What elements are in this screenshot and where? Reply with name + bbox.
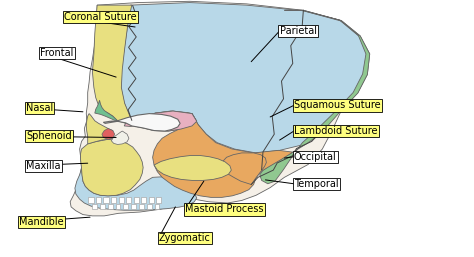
- Polygon shape: [75, 168, 197, 210]
- FancyBboxPatch shape: [131, 204, 136, 209]
- Polygon shape: [102, 128, 115, 139]
- Text: Coronal Suture: Coronal Suture: [64, 12, 137, 22]
- FancyBboxPatch shape: [139, 204, 144, 209]
- Text: Frontal: Frontal: [40, 48, 73, 58]
- FancyBboxPatch shape: [96, 197, 101, 203]
- FancyBboxPatch shape: [149, 197, 154, 203]
- FancyBboxPatch shape: [126, 197, 131, 203]
- Polygon shape: [95, 100, 118, 121]
- FancyBboxPatch shape: [123, 204, 128, 209]
- Polygon shape: [153, 114, 293, 197]
- Text: Occipital: Occipital: [294, 152, 337, 162]
- Polygon shape: [81, 139, 143, 196]
- FancyBboxPatch shape: [134, 197, 139, 203]
- FancyBboxPatch shape: [100, 204, 105, 209]
- FancyBboxPatch shape: [88, 197, 94, 203]
- Polygon shape: [154, 155, 231, 180]
- Polygon shape: [260, 10, 370, 184]
- Text: Mastoid Process: Mastoid Process: [185, 205, 264, 214]
- Polygon shape: [222, 153, 266, 185]
- Text: Temporal: Temporal: [294, 179, 338, 189]
- Polygon shape: [121, 3, 369, 153]
- Text: Lambdoid Suture: Lambdoid Suture: [294, 126, 377, 136]
- FancyBboxPatch shape: [147, 204, 152, 209]
- FancyBboxPatch shape: [111, 197, 116, 203]
- Text: Zygomatic: Zygomatic: [159, 233, 210, 243]
- Text: Mandible: Mandible: [19, 217, 64, 227]
- FancyBboxPatch shape: [156, 197, 161, 203]
- Text: Maxilla: Maxilla: [26, 161, 61, 171]
- FancyBboxPatch shape: [118, 197, 124, 203]
- Text: Parietal: Parietal: [280, 26, 317, 36]
- FancyBboxPatch shape: [103, 197, 109, 203]
- FancyBboxPatch shape: [116, 204, 120, 209]
- FancyBboxPatch shape: [92, 204, 97, 209]
- Polygon shape: [92, 5, 197, 131]
- Text: Nasal: Nasal: [26, 103, 53, 113]
- FancyBboxPatch shape: [141, 197, 146, 203]
- Polygon shape: [86, 114, 113, 144]
- Polygon shape: [124, 111, 197, 131]
- Text: Sphenoid: Sphenoid: [26, 131, 72, 141]
- Text: Squamous Suture: Squamous Suture: [294, 100, 381, 110]
- FancyBboxPatch shape: [108, 204, 113, 209]
- Polygon shape: [103, 114, 180, 131]
- Polygon shape: [70, 1, 370, 216]
- FancyBboxPatch shape: [155, 204, 159, 209]
- Polygon shape: [111, 131, 129, 144]
